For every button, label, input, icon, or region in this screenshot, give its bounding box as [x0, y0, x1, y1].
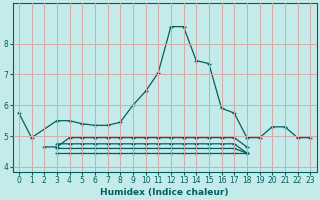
- X-axis label: Humidex (Indice chaleur): Humidex (Indice chaleur): [100, 188, 229, 197]
